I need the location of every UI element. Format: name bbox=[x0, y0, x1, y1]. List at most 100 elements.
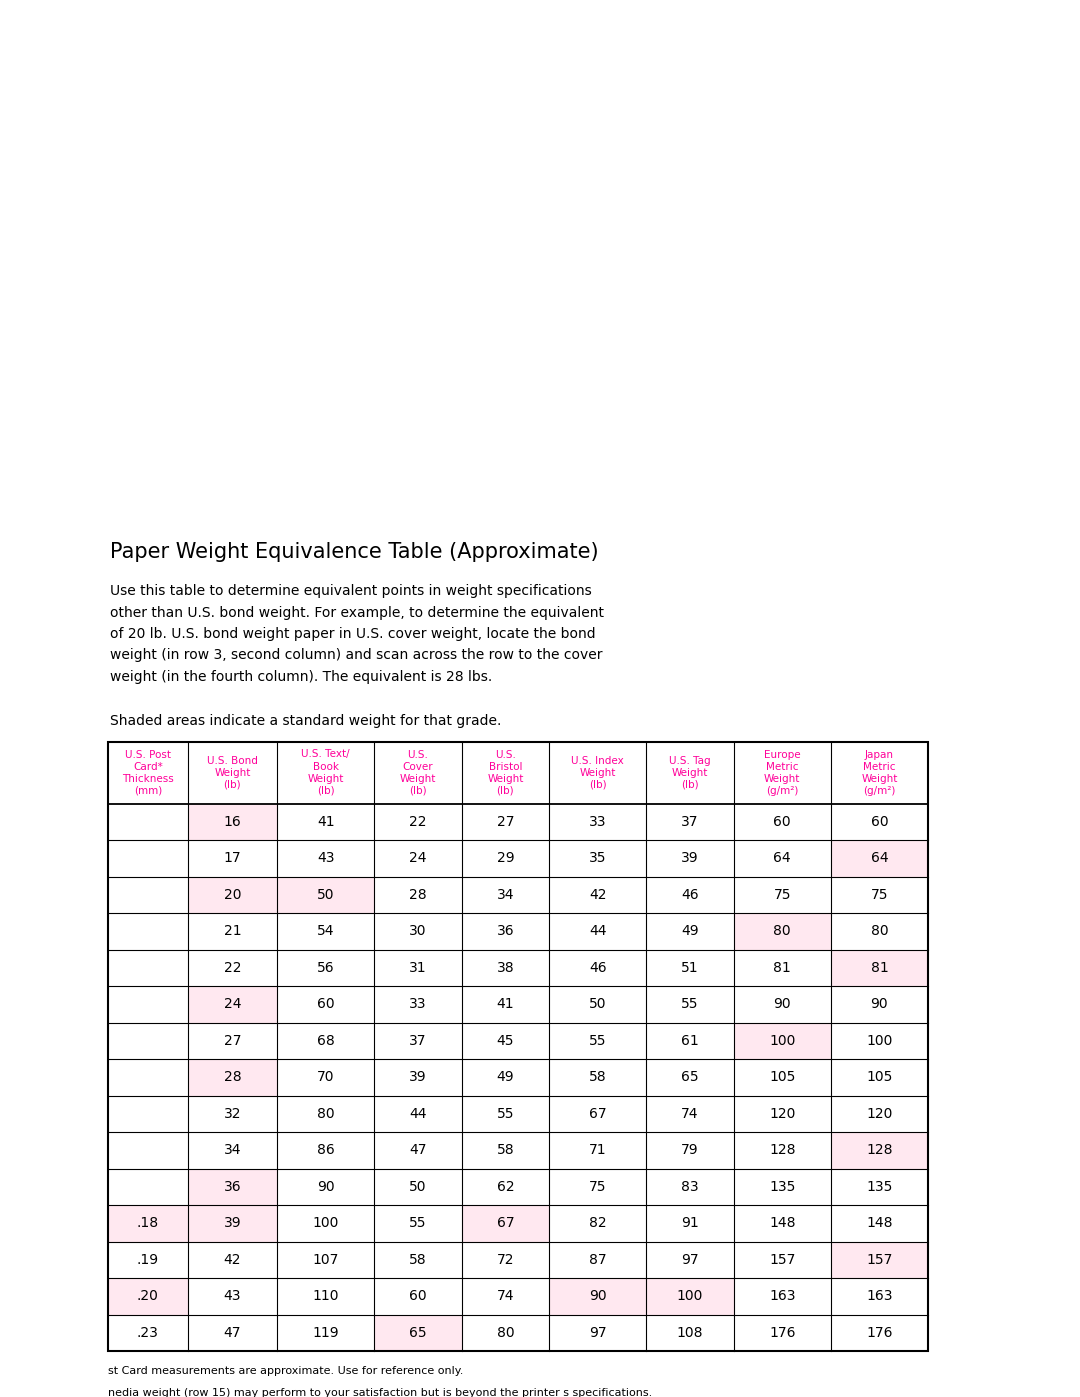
Text: 64: 64 bbox=[773, 851, 791, 865]
Text: 71: 71 bbox=[589, 1143, 607, 1157]
Text: 97: 97 bbox=[589, 1326, 607, 1340]
Text: 75: 75 bbox=[773, 887, 791, 901]
Text: 108: 108 bbox=[677, 1326, 703, 1340]
Text: 68: 68 bbox=[316, 1034, 335, 1048]
Text: 55: 55 bbox=[497, 1106, 514, 1120]
Bar bbox=[733, 1023, 831, 1059]
Text: 60: 60 bbox=[409, 1289, 427, 1303]
Text: 22: 22 bbox=[224, 961, 241, 975]
Text: 97: 97 bbox=[681, 1253, 699, 1267]
Text: 107: 107 bbox=[312, 1253, 339, 1267]
Text: 87: 87 bbox=[589, 1253, 607, 1267]
Text: 100: 100 bbox=[769, 1034, 796, 1048]
Text: 163: 163 bbox=[866, 1289, 893, 1303]
Text: 51: 51 bbox=[681, 961, 699, 975]
Text: 39: 39 bbox=[681, 851, 699, 865]
Text: 41: 41 bbox=[497, 997, 514, 1011]
Text: U.S. Tag
Weight
(lb): U.S. Tag Weight (lb) bbox=[670, 756, 711, 789]
Text: 29: 29 bbox=[497, 851, 514, 865]
Text: 47: 47 bbox=[409, 1143, 427, 1157]
Text: st Card measurements are approximate. Use for reference only.: st Card measurements are approximate. Us… bbox=[108, 1366, 463, 1376]
Text: 61: 61 bbox=[681, 1034, 699, 1048]
Text: 83: 83 bbox=[681, 1179, 699, 1194]
Text: 43: 43 bbox=[316, 851, 335, 865]
Text: 28: 28 bbox=[224, 1070, 241, 1084]
Bar bbox=[831, 1242, 928, 1278]
Text: 44: 44 bbox=[589, 925, 606, 939]
Text: Paper Weight Equivalence Table (Approximate): Paper Weight Equivalence Table (Approxim… bbox=[110, 542, 598, 562]
Text: 24: 24 bbox=[409, 851, 427, 865]
Text: 49: 49 bbox=[681, 925, 699, 939]
Text: U.S. Bond
Weight
(lb): U.S. Bond Weight (lb) bbox=[207, 756, 258, 789]
Text: 55: 55 bbox=[409, 1217, 427, 1231]
Bar bbox=[374, 1315, 461, 1351]
Text: 58: 58 bbox=[497, 1143, 514, 1157]
Bar bbox=[188, 1168, 278, 1206]
Text: Europe
Metric
Weight
(g/m²): Europe Metric Weight (g/m²) bbox=[764, 750, 800, 795]
Text: 148: 148 bbox=[769, 1217, 796, 1231]
Text: 65: 65 bbox=[681, 1070, 699, 1084]
Bar bbox=[549, 1278, 646, 1315]
Text: 38: 38 bbox=[497, 961, 514, 975]
Text: 176: 176 bbox=[769, 1326, 796, 1340]
Text: 37: 37 bbox=[409, 1034, 427, 1048]
Text: 120: 120 bbox=[769, 1106, 796, 1120]
Text: 43: 43 bbox=[224, 1289, 241, 1303]
Text: 60: 60 bbox=[870, 814, 888, 828]
Text: 30: 30 bbox=[409, 925, 427, 939]
Text: Use this table to determine equivalent points in weight specifications: Use this table to determine equivalent p… bbox=[110, 584, 592, 598]
Text: 81: 81 bbox=[870, 961, 888, 975]
Bar bbox=[831, 840, 928, 876]
Text: U.S.
Cover
Weight
(lb): U.S. Cover Weight (lb) bbox=[400, 750, 436, 795]
Bar bbox=[831, 950, 928, 986]
Text: 39: 39 bbox=[224, 1217, 241, 1231]
Text: U.S. Post
Card*
Thickness
(mm): U.S. Post Card* Thickness (mm) bbox=[122, 750, 174, 795]
Bar bbox=[278, 876, 374, 914]
Bar bbox=[646, 1278, 733, 1315]
Text: U.S. Text/
Book
Weight
(lb): U.S. Text/ Book Weight (lb) bbox=[301, 750, 350, 795]
Text: 36: 36 bbox=[497, 925, 514, 939]
Text: 105: 105 bbox=[866, 1070, 892, 1084]
Bar bbox=[733, 914, 831, 950]
Text: 80: 80 bbox=[316, 1106, 335, 1120]
Text: 64: 64 bbox=[870, 851, 888, 865]
Text: 60: 60 bbox=[316, 997, 335, 1011]
Text: 45: 45 bbox=[497, 1034, 514, 1048]
Text: 90: 90 bbox=[316, 1179, 335, 1194]
Text: 46: 46 bbox=[589, 961, 607, 975]
Text: 157: 157 bbox=[769, 1253, 796, 1267]
Text: 90: 90 bbox=[773, 997, 791, 1011]
Text: other than U.S. bond weight. For example, to determine the equivalent: other than U.S. bond weight. For example… bbox=[110, 605, 604, 619]
Text: 31: 31 bbox=[409, 961, 427, 975]
Text: 20: 20 bbox=[224, 887, 241, 901]
Text: 128: 128 bbox=[866, 1143, 893, 1157]
Text: 50: 50 bbox=[316, 887, 335, 901]
Text: 32: 32 bbox=[224, 1106, 241, 1120]
Text: 148: 148 bbox=[866, 1217, 893, 1231]
Bar bbox=[461, 1206, 549, 1242]
Text: 34: 34 bbox=[497, 887, 514, 901]
Text: 47: 47 bbox=[224, 1326, 241, 1340]
Text: 17: 17 bbox=[224, 851, 241, 865]
Text: 72: 72 bbox=[497, 1253, 514, 1267]
Text: 24: 24 bbox=[224, 997, 241, 1011]
Text: Japan
Metric
Weight
(g/m²): Japan Metric Weight (g/m²) bbox=[861, 750, 897, 795]
Text: 60: 60 bbox=[773, 814, 791, 828]
Text: 75: 75 bbox=[870, 887, 888, 901]
Text: 50: 50 bbox=[409, 1179, 427, 1194]
Text: .19: .19 bbox=[137, 1253, 159, 1267]
Text: 34: 34 bbox=[224, 1143, 241, 1157]
Text: 100: 100 bbox=[312, 1217, 339, 1231]
Text: 46: 46 bbox=[681, 887, 699, 901]
Text: 22: 22 bbox=[409, 814, 427, 828]
Text: 58: 58 bbox=[409, 1253, 427, 1267]
Text: 128: 128 bbox=[769, 1143, 796, 1157]
Bar bbox=[108, 742, 928, 1351]
Text: 39: 39 bbox=[409, 1070, 427, 1084]
Bar bbox=[108, 742, 928, 1351]
Bar bbox=[188, 876, 278, 914]
Text: 28: 28 bbox=[409, 887, 427, 901]
Text: weight (in row 3, second column) and scan across the row to the cover: weight (in row 3, second column) and sca… bbox=[110, 648, 603, 662]
Text: 67: 67 bbox=[589, 1106, 607, 1120]
Text: 33: 33 bbox=[409, 997, 427, 1011]
